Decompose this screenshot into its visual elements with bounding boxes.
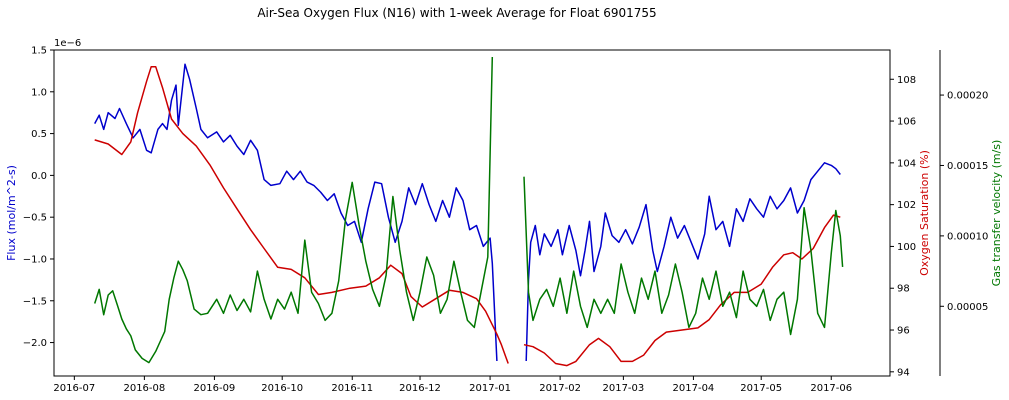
gas-velocity-tick-label: 0.00005 — [947, 302, 988, 313]
saturation-tick-label: 98 — [897, 284, 910, 295]
x-tick-label: 2016-09 — [194, 383, 236, 394]
saturation-line-segment-1 — [523, 214, 841, 367]
x-tick-label: 2016-10 — [261, 383, 303, 394]
flux-offset-label: 1e−6 — [54, 38, 81, 49]
gas-velocity-tick-label: 0.00020 — [947, 91, 988, 102]
flux-tick-label: −1.0 — [23, 254, 47, 265]
x-tick-label: 2016-11 — [331, 383, 373, 394]
gas-velocity-axis-label: Gas transfer velocity (m/s) — [990, 140, 1003, 287]
flux-tick-label: 0.0 — [31, 171, 47, 182]
gas-velocity-axis: Gas transfer velocity (m/s) 0.00005 0.000… — [939, 50, 1003, 376]
x-axis: 2016-07 2016-08 2016-09 2016-10 2016-11 2016-… — [53, 376, 852, 394]
flux-tick-label: −0.5 — [23, 213, 47, 224]
flux-tick-label: −1.5 — [23, 296, 47, 307]
saturation-tick-label: 104 — [897, 158, 916, 169]
series-group — [93, 56, 844, 367]
x-tick-label: 2017-03 — [602, 383, 644, 394]
gas-velocity-line-segment-0 — [93, 56, 494, 364]
saturation-tick-label: 94 — [897, 367, 910, 378]
x-tick-label: 2017-06 — [810, 383, 852, 394]
flux-axis-label: Flux (mol/m^2-s) — [5, 165, 18, 261]
x-tick-label: 2016-12 — [399, 383, 441, 394]
saturation-tick-label: 96 — [897, 326, 910, 337]
saturation-tick-label: 106 — [897, 117, 916, 128]
saturation-line-segment-0 — [94, 65, 509, 364]
flux-line-segment-1 — [525, 162, 841, 362]
x-tick-label: 2016-07 — [53, 383, 95, 394]
flux-tick-label: 1.5 — [31, 46, 47, 57]
flux-tick-label: −2.0 — [23, 338, 47, 349]
flux-line-segment-0 — [94, 63, 498, 362]
gas-velocity-tick-label: 0.00010 — [947, 231, 988, 242]
saturation-axis: Oxygen Saturation (%) 94 96 98 100 102 104 106… — [890, 75, 931, 378]
saturation-axis-label: Oxygen Saturation (%) — [918, 150, 931, 276]
flux-tick-label: 0.5 — [31, 129, 47, 140]
flux-axis: 1e−6 Flux (mol/m^2-s) 1.5 1.0 0.5 0.0 −0.5 −1… — [5, 38, 81, 349]
plot-area — [53, 49, 891, 377]
x-tick-label: 2017-01 — [469, 383, 511, 394]
chart-title: Air-Sea Oxygen Flux (N16) with 1-week Av… — [257, 6, 656, 20]
x-tick-label: 2017-05 — [740, 383, 782, 394]
x-tick-label: 2017-02 — [539, 383, 581, 394]
saturation-tick-label: 108 — [897, 75, 916, 86]
saturation-tick-label: 102 — [897, 200, 916, 211]
gas-velocity-tick-label: 0.00015 — [947, 161, 988, 172]
flux-tick-label: 1.0 — [31, 87, 47, 98]
x-tick-label: 2016-08 — [123, 383, 165, 394]
plot-frame — [53, 49, 891, 377]
saturation-tick-label: 100 — [897, 242, 916, 253]
gas-velocity-line-segment-1 — [523, 176, 844, 336]
x-tick-label: 2017-04 — [673, 383, 715, 394]
